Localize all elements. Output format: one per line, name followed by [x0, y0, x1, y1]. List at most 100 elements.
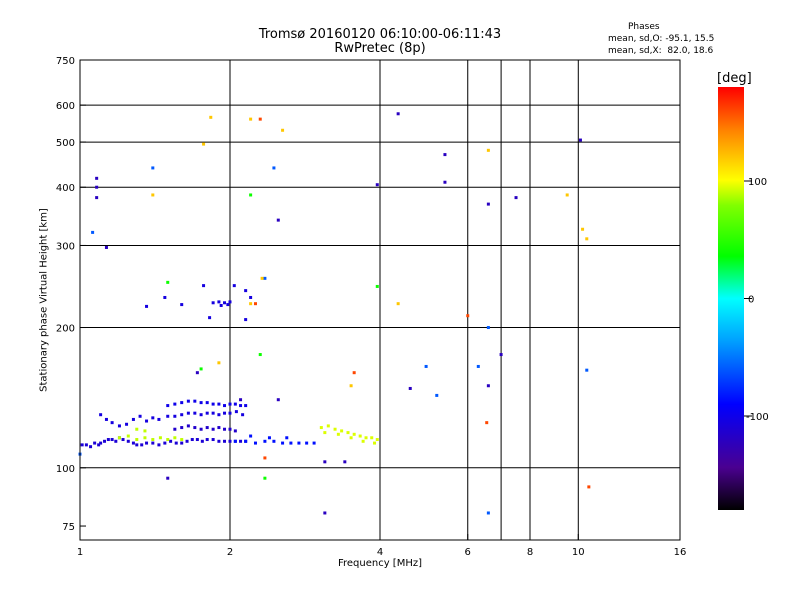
data-point — [180, 441, 184, 445]
y-tick-label: 600 — [56, 101, 75, 112]
data-point — [349, 436, 353, 440]
data-point — [233, 429, 237, 433]
colorbar-label: [deg] — [717, 71, 752, 86]
data-point — [125, 422, 129, 426]
data-point — [587, 485, 591, 489]
data-point — [486, 148, 490, 152]
data-point — [312, 441, 316, 445]
data-point — [396, 302, 400, 306]
data-point — [145, 304, 149, 308]
data-point — [110, 438, 114, 442]
data-point — [208, 316, 212, 320]
data-point — [99, 413, 103, 417]
data-point — [285, 436, 289, 440]
data-point — [180, 426, 184, 430]
x-tick-label: 1 — [77, 547, 83, 558]
data-point — [211, 438, 215, 442]
x-tick-label: 2 — [227, 547, 233, 558]
data-point — [223, 439, 227, 443]
data-point — [281, 128, 285, 132]
data-point — [209, 115, 213, 119]
data-point — [272, 166, 276, 170]
x-axis-label: Frequency [MHz] — [337, 558, 423, 569]
data-point — [186, 411, 190, 415]
data-point — [249, 302, 253, 306]
data-point — [186, 399, 190, 403]
x-tick-label: 10 — [572, 547, 585, 558]
y-tick-label: 400 — [56, 183, 75, 194]
data-points — [78, 112, 591, 515]
data-point — [199, 413, 203, 417]
data-point — [249, 434, 253, 438]
x-axis-ticks: 1 2 4 6 8 10 16 — [77, 534, 687, 558]
data-point — [173, 414, 177, 418]
data-point — [435, 393, 439, 397]
colorbar-tick-label: 100 — [748, 177, 767, 188]
data-point — [135, 427, 139, 431]
data-point — [110, 421, 114, 425]
data-point — [578, 138, 582, 142]
data-point — [223, 301, 227, 305]
data-point — [202, 142, 206, 146]
chart-title-line1: Tromsø 20160120 06:10:00-06:11:43 — [258, 27, 502, 42]
data-point — [143, 436, 147, 440]
data-point — [565, 193, 569, 197]
data-point — [281, 441, 285, 445]
data-point — [217, 361, 221, 365]
data-point — [180, 438, 184, 442]
colorbar — [718, 87, 744, 510]
data-point — [145, 419, 149, 423]
data-point — [244, 404, 248, 408]
data-point — [223, 404, 227, 408]
data-point — [104, 417, 108, 421]
data-point — [239, 404, 243, 408]
stats-o-mode: mean, sd,O: -95.1, 15.5 — [608, 34, 715, 44]
data-point — [186, 424, 190, 428]
x-tick-label: 16 — [674, 547, 687, 558]
data-point — [131, 441, 135, 445]
data-point — [166, 414, 170, 418]
data-point — [486, 326, 490, 330]
data-point — [157, 417, 161, 421]
data-point — [263, 456, 267, 460]
data-point — [244, 318, 248, 322]
data-point — [205, 411, 209, 415]
y-tick-label: 300 — [56, 241, 75, 252]
y-tick-label: 100 — [56, 464, 75, 475]
data-point — [323, 511, 327, 515]
data-point — [205, 438, 209, 442]
data-point — [166, 280, 170, 284]
data-point — [346, 431, 350, 435]
data-point — [217, 439, 221, 443]
data-point — [99, 441, 103, 445]
y-tick-label: 75 — [62, 522, 75, 533]
data-point — [217, 413, 221, 417]
data-point — [185, 439, 189, 443]
data-point — [174, 441, 178, 445]
data-point — [195, 438, 199, 442]
data-point — [173, 402, 177, 406]
data-point — [276, 398, 280, 402]
data-point — [258, 353, 262, 357]
data-point — [195, 371, 199, 375]
data-point — [163, 441, 167, 445]
data-point — [241, 413, 245, 417]
data-point — [249, 193, 253, 197]
data-point — [95, 176, 99, 180]
data-point — [375, 438, 379, 442]
data-point — [443, 180, 447, 184]
data-point — [340, 429, 344, 433]
data-point — [253, 302, 257, 306]
data-point — [143, 429, 147, 433]
data-point — [223, 411, 227, 415]
data-point — [173, 427, 177, 431]
data-point — [361, 439, 365, 443]
data-point — [263, 439, 267, 443]
data-point — [104, 245, 108, 249]
data-point — [126, 434, 130, 438]
data-point — [103, 439, 107, 443]
data-point — [217, 300, 221, 304]
data-point — [80, 443, 84, 447]
data-point — [297, 441, 301, 445]
data-point — [106, 438, 110, 442]
